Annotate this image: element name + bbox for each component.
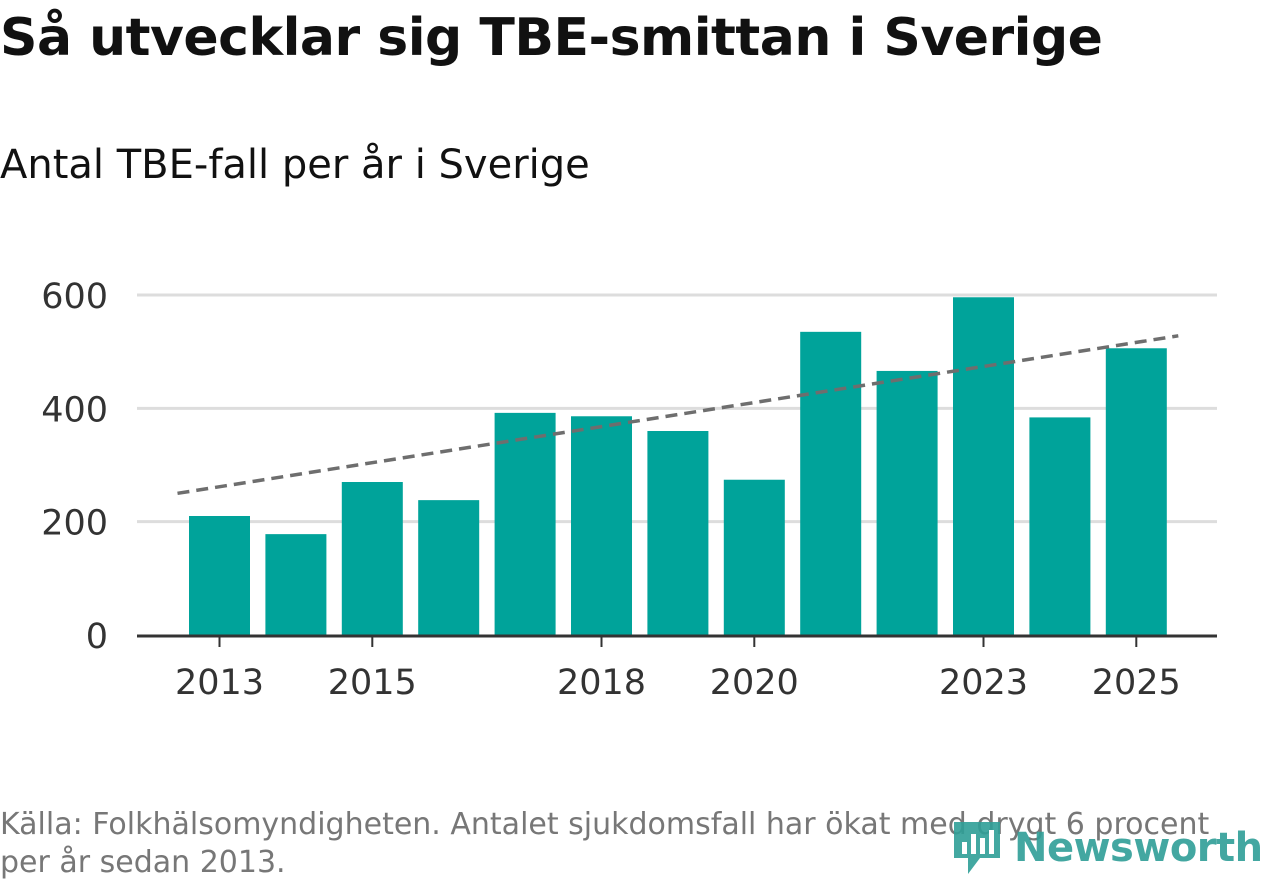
source-note: Källa: Folkhälsomyndigheten. Antalet sju… — [0, 807, 1210, 880]
x-tick-label-2018: 2018 — [557, 663, 646, 703]
x-tick-label-2025: 2025 — [1092, 663, 1181, 703]
x-tick-label-2013: 2013 — [175, 663, 264, 703]
bar-2025 — [1105, 348, 1167, 635]
y-tick-label-600: 600 — [41, 277, 108, 317]
bar-2014 — [265, 534, 327, 635]
y-tick-label-400: 400 — [41, 390, 108, 430]
x-tick-label-2023: 2023 — [939, 663, 1028, 703]
newsworthy-logo: Newsworthy — [950, 818, 1262, 878]
y-tick-label-0: 0 — [86, 617, 108, 657]
bar-2019 — [647, 431, 709, 635]
bar-2013 — [189, 516, 250, 635]
bar-2018 — [571, 416, 632, 635]
bar-2023 — [953, 297, 1014, 635]
x-tick-label-2020: 2020 — [710, 663, 799, 703]
trend-line — [177, 334, 1179, 496]
bar-chart: 0 200 400 600 2013 2015 2018 2020 2023 2025 — [41, 277, 1217, 703]
y-tick-label-200: 200 — [41, 504, 108, 544]
chart-title: Så utvecklar sig TBE-smittan i Sverige — [0, 8, 1103, 68]
bar-2016 — [418, 500, 480, 635]
newsworthy-logo-icon — [954, 822, 1000, 874]
x-tick-label-2015: 2015 — [328, 663, 417, 703]
bar-2015 — [341, 482, 403, 635]
newsworthy-logo-text: Newsworthy — [1014, 825, 1262, 871]
bar-2017 — [494, 412, 556, 635]
chart-subtitle: Antal TBE-fall per år i Sverige — [0, 142, 590, 188]
bar-2020 — [723, 479, 785, 635]
bar-2021 — [800, 331, 862, 635]
bar-2024 — [1029, 417, 1091, 635]
bar-2022 — [876, 370, 938, 635]
